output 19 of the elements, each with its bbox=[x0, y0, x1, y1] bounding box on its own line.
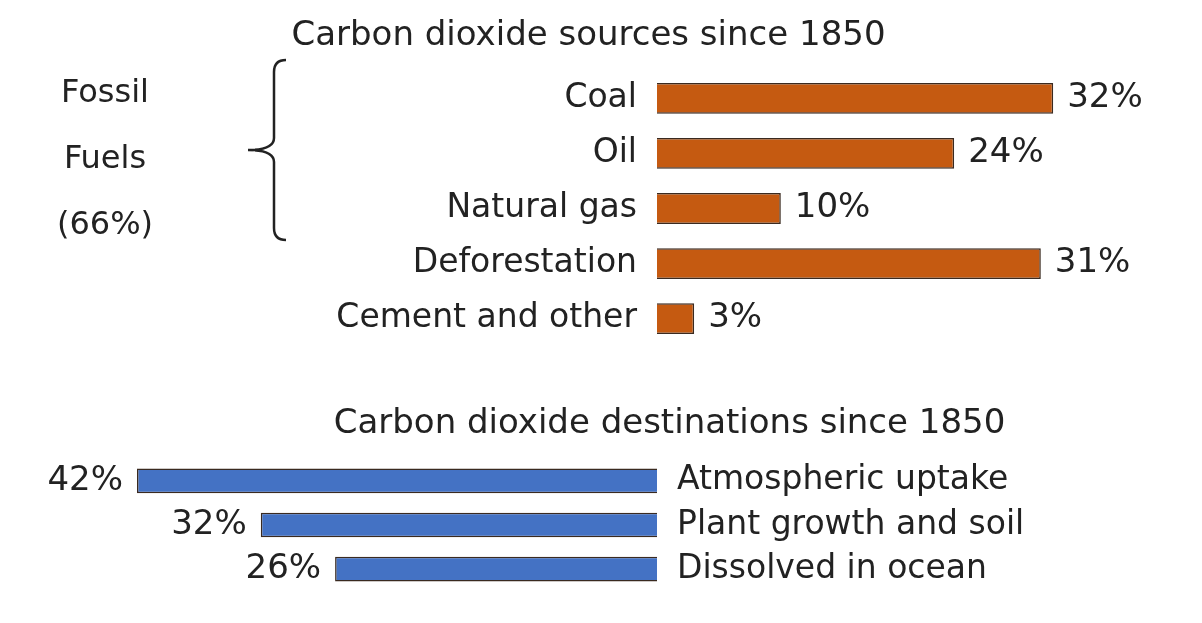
data-label: 32% bbox=[1067, 75, 1143, 116]
chart-title: Carbon dioxide sources since 1850 bbox=[291, 13, 886, 54]
data-label: 10% bbox=[794, 185, 871, 226]
data-label: 42% bbox=[47, 457, 123, 498]
text: Fossil Fuels (66%) bbox=[55, 71, 155, 244]
y-tick-label: Dissolved in ocean bbox=[677, 546, 987, 586]
y-tick-label: Oil bbox=[592, 131, 637, 170]
data-label: 3% bbox=[708, 295, 763, 336]
data-label: 32% bbox=[171, 501, 247, 542]
y-tick-label: Cement and other bbox=[336, 296, 638, 336]
data-label: 24% bbox=[968, 130, 1044, 171]
y-tick-label: Coal bbox=[564, 75, 637, 115]
data-label: 26% bbox=[245, 545, 322, 586]
y-tick-label: Plant growth and soil bbox=[677, 502, 1025, 542]
chart-title: Carbon dioxide destinations since 1850 bbox=[333, 401, 1006, 442]
y-tick-label: Atmospheric uptake bbox=[677, 458, 1009, 498]
y-tick-label: Natural gas bbox=[446, 186, 637, 226]
data-label: 31% bbox=[1054, 240, 1131, 281]
y-tick-label: Deforestation bbox=[412, 241, 637, 281]
